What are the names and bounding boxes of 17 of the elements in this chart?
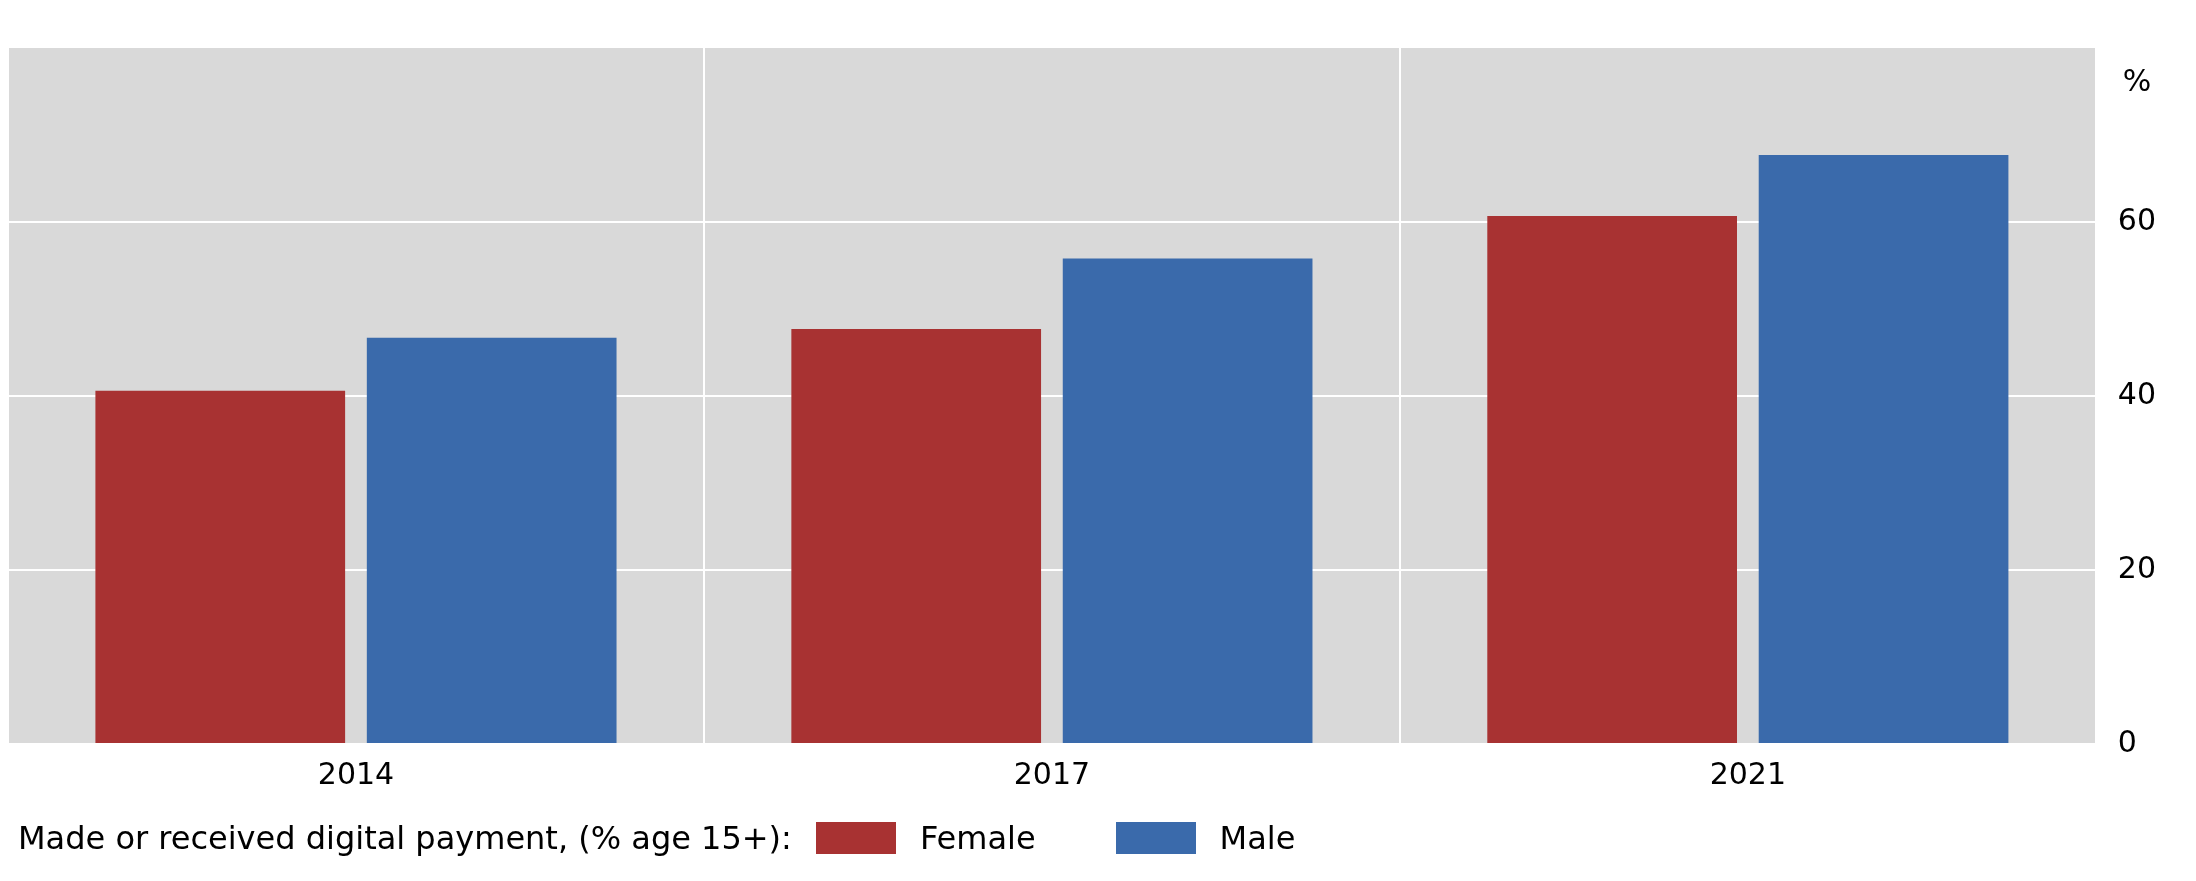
legend-label: Female: [919, 819, 1036, 857]
y-tick-label: 20: [2117, 549, 2157, 585]
bar: [95, 390, 346, 743]
bar: [1062, 258, 1313, 743]
x-tick-label: 2014: [317, 755, 395, 791]
y-tick-label: 40: [2117, 375, 2157, 411]
y-axis-title: %: [2122, 62, 2152, 98]
legend-label: Male: [1219, 819, 1296, 857]
bar: [1758, 155, 2009, 743]
y-tick-label: 0: [2117, 723, 2137, 759]
y-tick-label: 60: [2117, 201, 2157, 237]
x-tick-label: 2021: [1709, 755, 1787, 791]
bar: [791, 329, 1042, 743]
bar: [1487, 215, 1737, 743]
bar: [366, 337, 617, 743]
legend-title: Made or received digital payment, (% age 15+):: [18, 819, 792, 857]
x-tick-label: 2017: [1013, 755, 1091, 791]
